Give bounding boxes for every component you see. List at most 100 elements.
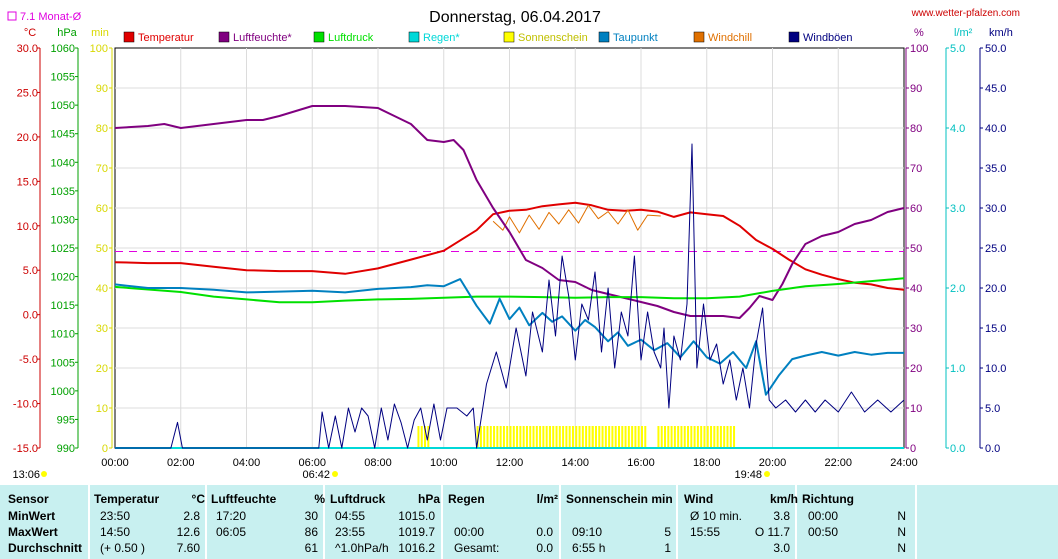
sunshine-bar bbox=[420, 426, 423, 448]
table-separator bbox=[915, 485, 917, 559]
table-cell: Luftfeuchte bbox=[211, 492, 277, 506]
sunshine-bar bbox=[631, 426, 634, 448]
table-cell: 00:00 bbox=[808, 509, 839, 523]
humidity-tick-label: 50 bbox=[910, 243, 922, 255]
table-separator bbox=[205, 485, 207, 559]
wind-tick-label: 20.0 bbox=[985, 283, 1006, 295]
sunshine-bar bbox=[608, 426, 611, 448]
sunshine-bar bbox=[558, 426, 561, 448]
series-line bbox=[114, 277, 905, 304]
rain-tick-label: 2.0 bbox=[950, 283, 965, 295]
pressure-tick-label: 1010 bbox=[51, 329, 75, 341]
sunshine_min-tick-label: 40 bbox=[96, 283, 108, 295]
sunshine-bar bbox=[555, 426, 558, 448]
legend-label: Luftdruck bbox=[328, 32, 374, 44]
table-cell: (+ 0.50 ) bbox=[100, 541, 146, 555]
pressure-tick-label: 1000 bbox=[51, 386, 75, 398]
sunshine-bar bbox=[588, 426, 591, 448]
table-cell: Gesamt: bbox=[454, 541, 500, 555]
sunshine-bar bbox=[601, 426, 604, 448]
table-cell: 1015.0 bbox=[398, 509, 435, 523]
sunshine-bar bbox=[571, 426, 574, 448]
month-avg-label: 7.1 Monat-Ø bbox=[20, 11, 82, 23]
legend-swatch bbox=[408, 31, 420, 43]
sunshine-bar bbox=[591, 426, 594, 448]
humidity-tick-label: 100 bbox=[910, 43, 928, 55]
humidity-tick-label: 30 bbox=[910, 323, 922, 335]
table-cell: 00:00 bbox=[454, 525, 485, 539]
sunshine-bar bbox=[542, 426, 545, 448]
table-cell: 14:50 bbox=[100, 525, 131, 539]
temperature-tick-label: 10.0 bbox=[17, 221, 38, 233]
humidity-tick-label: 0 bbox=[910, 443, 916, 455]
legend-label: Windchill bbox=[708, 32, 752, 44]
pressure-tick-label: 990 bbox=[57, 443, 75, 455]
sunshine-bar bbox=[673, 426, 676, 448]
table-cell: 3.8 bbox=[773, 509, 790, 523]
temperature-tick-label: 30.0 bbox=[17, 43, 38, 55]
x-tick-label: 18:00 bbox=[693, 457, 721, 469]
sunshine-bar bbox=[502, 426, 505, 448]
pressure-tick-label: 1045 bbox=[51, 129, 75, 141]
sunshine-bar bbox=[585, 426, 588, 448]
table-cell: 5 bbox=[664, 525, 671, 539]
sunshine-bar bbox=[506, 426, 509, 448]
wind-tick-label: 25.0 bbox=[985, 243, 1006, 255]
series-line bbox=[115, 143, 905, 449]
sunshine-bar bbox=[486, 426, 489, 448]
table-cell: 7.60 bbox=[176, 541, 200, 555]
sunshine-bar bbox=[680, 426, 683, 448]
sunshine-bar bbox=[417, 426, 420, 448]
legend-label: Sonnenschein bbox=[518, 32, 588, 44]
x-tick-label: 08:00 bbox=[364, 457, 392, 469]
sunshine_min-unit-label: min bbox=[91, 27, 109, 39]
table-cell: Luftdruck bbox=[330, 492, 386, 506]
table-cell: °C bbox=[191, 492, 205, 506]
x-tick-label: 16:00 bbox=[627, 457, 655, 469]
x-tick-label: 14:00 bbox=[561, 457, 589, 469]
table-cell: 0.0 bbox=[536, 541, 553, 555]
sunshine-bar bbox=[687, 426, 690, 448]
pressure-tick-label: 1035 bbox=[51, 186, 75, 198]
table-cell: Sensor bbox=[8, 492, 49, 506]
sunshine-bar bbox=[516, 426, 519, 448]
table-cell: hPa bbox=[417, 492, 440, 506]
table-cell: 3.0 bbox=[773, 541, 790, 555]
table-cell: MaxWert bbox=[8, 525, 58, 539]
humidity-tick-label: 70 bbox=[910, 163, 922, 175]
x-tick-label: 22:00 bbox=[824, 457, 852, 469]
series-line bbox=[114, 278, 904, 396]
pressure-tick-label: 1040 bbox=[51, 157, 75, 169]
series-line bbox=[114, 201, 905, 291]
table-cell: 1019.7 bbox=[398, 525, 435, 539]
rain-tick-label: 0.0 bbox=[950, 443, 965, 455]
legend-swatch bbox=[218, 31, 230, 43]
legend-label: Luftfeuchte* bbox=[233, 32, 292, 44]
humidity-tick-label: 90 bbox=[910, 83, 922, 95]
table-cell: O 11.7 bbox=[754, 525, 790, 539]
table-cell: 61 bbox=[304, 541, 318, 555]
x-tick-label: 04:00 bbox=[233, 457, 261, 469]
table-cell: 1 bbox=[664, 541, 671, 555]
sunshine-bar bbox=[690, 426, 693, 448]
legend-swatch bbox=[123, 31, 135, 43]
sunshine-bar bbox=[667, 426, 670, 448]
sunshine_min-tick-label: 50 bbox=[96, 243, 108, 255]
sunshine-bar bbox=[611, 426, 614, 448]
legend-label: Temperatur bbox=[138, 32, 194, 44]
legend-swatch bbox=[503, 31, 515, 43]
pressure-tick-label: 995 bbox=[57, 414, 75, 426]
wind-unit-label: km/h bbox=[989, 27, 1013, 39]
sunshine-bar bbox=[627, 426, 630, 448]
table-cell: Durchschnitt bbox=[8, 541, 83, 555]
plot-series bbox=[114, 105, 905, 449]
sunshine-bar bbox=[660, 426, 663, 448]
sunrise-label: 06:42 bbox=[302, 469, 330, 481]
sunshine-bar bbox=[535, 426, 538, 448]
temperature-tick-label: -10.0 bbox=[13, 399, 38, 411]
sunshine-bar bbox=[509, 426, 512, 448]
sunshine-bar bbox=[532, 426, 535, 448]
sunshine-bar bbox=[562, 426, 565, 448]
legend-swatch bbox=[313, 31, 325, 43]
humidity-tick-label: 20 bbox=[910, 363, 922, 375]
